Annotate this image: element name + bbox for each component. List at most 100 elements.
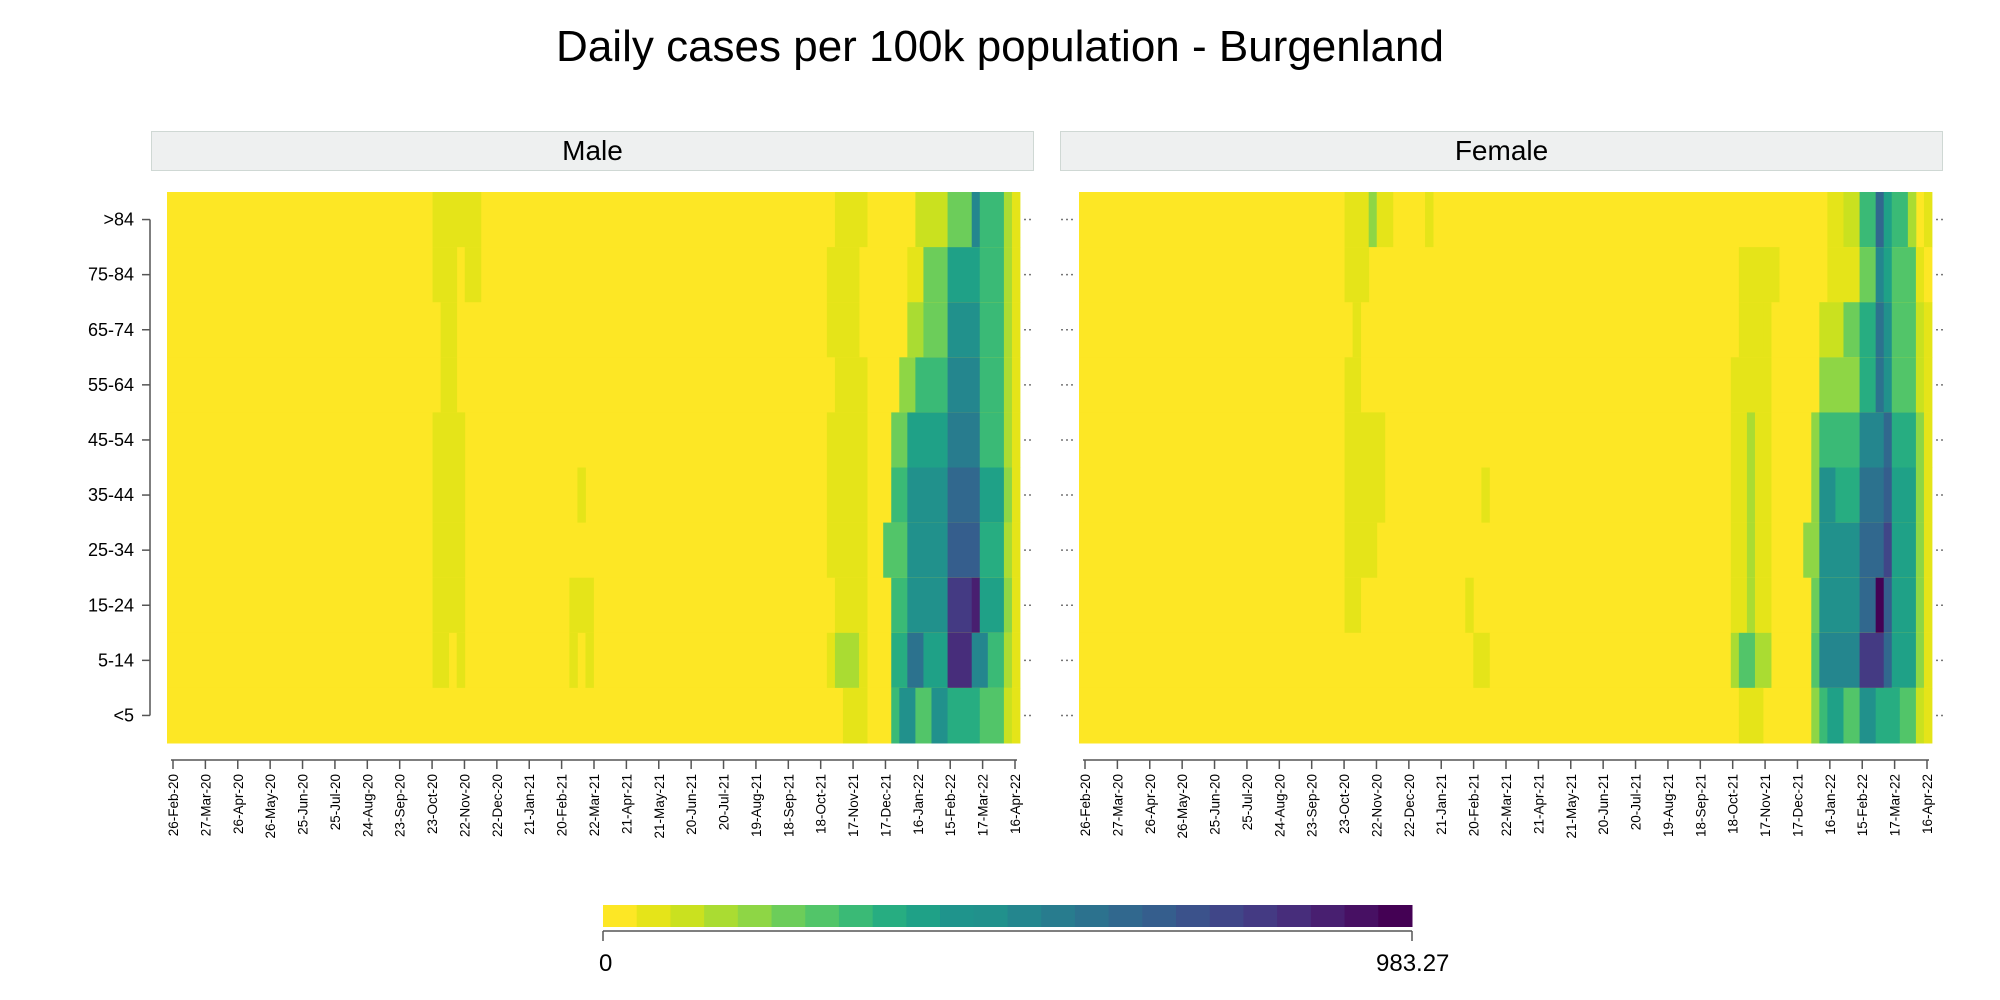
heatmap-cell: [1376, 192, 1394, 248]
heatmap-cell: [1003, 192, 1013, 248]
heatmap-cell: [1011, 302, 1021, 358]
heatmap-row-female: [1079, 247, 1932, 303]
heatmap-cell: [1843, 687, 1860, 744]
heatmap-cell: [1891, 632, 1917, 689]
heatmap-cell: [1730, 632, 1740, 689]
heatmap-cell: [1473, 632, 1490, 689]
heatmap-cell: [1819, 467, 1836, 524]
heatmap-cell: [1859, 357, 1877, 413]
heatmap-cell: [971, 577, 981, 634]
x-tick-label: 26-Feb-20: [1078, 774, 1093, 836]
x-tick-label: 22-Mar-21: [1499, 774, 1514, 836]
legend-swatch: [1142, 905, 1177, 927]
x-tick-label: 23-Oct-20: [1337, 774, 1352, 834]
legend-swatch: [1378, 905, 1413, 927]
heatmap-cell: [1835, 467, 1860, 524]
heatmap-cell: [1746, 467, 1756, 524]
heatmap-cell: [1827, 192, 1844, 248]
heatmap-cell: [1907, 192, 1917, 248]
legend-min-label: 0: [599, 950, 613, 977]
heatmap-cell: [432, 577, 466, 634]
y-tick-label: 35-44: [88, 485, 134, 505]
heatmap-cell: [1819, 302, 1844, 358]
heatmap-cell: [1915, 522, 1925, 579]
heatmap-cell: [1915, 412, 1925, 468]
heatmap-cell: [1883, 412, 1893, 468]
heatmap-cell: [1891, 412, 1917, 468]
legend-swatch: [603, 905, 638, 927]
heatmap-cell: [1746, 412, 1756, 468]
heatmap-cell: [1730, 577, 1748, 634]
heatmap-cell: [1891, 357, 1917, 413]
x-tick-label: 20-Jun-21: [684, 774, 699, 835]
heatmap-cell: [834, 577, 868, 634]
x-tick-label: 21-May-21: [652, 774, 667, 839]
heatmap-cell: [577, 467, 586, 524]
heatmap-cell: [432, 632, 450, 689]
heatmap-cell: [1003, 302, 1013, 358]
heatmap-cell: [1011, 522, 1021, 579]
x-tick-label: 17-Mar-22: [976, 774, 991, 836]
heatmap-cell: [1730, 467, 1748, 524]
legend-swatch: [670, 905, 705, 927]
x-tick-label: 18-Sep-21: [781, 774, 796, 837]
x-tick-label: 24-Aug-20: [1272, 774, 1287, 837]
y-tick-label: <5: [113, 705, 134, 725]
heatmap-cell: [1819, 577, 1860, 634]
heatmap-cell: [1859, 412, 1885, 468]
x-tick-label: 19-Aug-21: [749, 774, 764, 837]
heatmap-cell: [947, 467, 981, 524]
heatmap-cell: [1915, 687, 1925, 744]
heatmap-cell: [1899, 687, 1917, 744]
heatmap-cell: [826, 302, 860, 358]
x-tick-label: 23-Sep-20: [1305, 774, 1320, 837]
heatmap-cell: [1859, 632, 1885, 689]
x-tick-label: 23-Sep-20: [393, 774, 408, 837]
heatmap-cell: [456, 632, 466, 689]
heatmap-cell: [891, 467, 908, 524]
heatmap-cell: [1883, 192, 1893, 248]
x-tick-label: 18-Sep-21: [1693, 774, 1708, 837]
heatmap-cell: [1923, 522, 1933, 579]
heatmap-row-male: [167, 522, 1020, 579]
heatmap-cell: [834, 632, 860, 689]
heatmap-cell: [1754, 412, 1772, 468]
heatmap-row-male: [167, 687, 1020, 744]
x-tick-label: 20-Jun-21: [1596, 774, 1611, 835]
heatmap-row-male: [167, 467, 1020, 524]
heatmap-cell: [432, 247, 458, 303]
heatmap-cell: [1859, 522, 1885, 579]
heatmap-cell: [432, 467, 466, 524]
heatmap-cell: [1875, 577, 1885, 634]
y-tick-label: 75-84: [88, 265, 134, 285]
heatmap-cell: [1883, 467, 1893, 524]
heatmap-cell: [1859, 687, 1877, 744]
heatmap-cell: [1883, 577, 1893, 634]
heatmap-cell: [899, 357, 916, 413]
heatmap-cell: [979, 192, 1005, 248]
heatmap-cell: [1891, 192, 1909, 248]
heatmap-cell: [1923, 357, 1933, 413]
x-tick-label: 27-Mar-20: [1110, 774, 1125, 836]
heatmap-cell: [440, 302, 458, 358]
heatmap-cell: [1425, 192, 1434, 248]
heatmap-cell: [1843, 302, 1860, 358]
heatmap-cell: [1754, 632, 1772, 689]
heatmap-cell: [971, 192, 981, 248]
heatmap-cell: [1875, 302, 1885, 358]
heatmap-cell: [1730, 522, 1748, 579]
heatmap-cell: [923, 302, 948, 358]
heatmap-cell: [947, 522, 981, 579]
legend-swatch: [940, 905, 975, 927]
heatmap-cell: [842, 687, 868, 744]
heatmap-cell: [979, 357, 1005, 413]
heatmap-cell: [1011, 467, 1021, 524]
heatmap-cell: [1011, 687, 1021, 744]
x-tick-label: 26-Feb-20: [166, 774, 181, 836]
heatmap-cell: [569, 632, 578, 689]
heatmap-cell: [1344, 522, 1378, 579]
heatmap-cell: [947, 192, 973, 248]
heatmap-cell: [1915, 632, 1925, 689]
heatmap-row-female: [1079, 522, 1932, 579]
facet-label-female: Female: [1060, 131, 1943, 171]
